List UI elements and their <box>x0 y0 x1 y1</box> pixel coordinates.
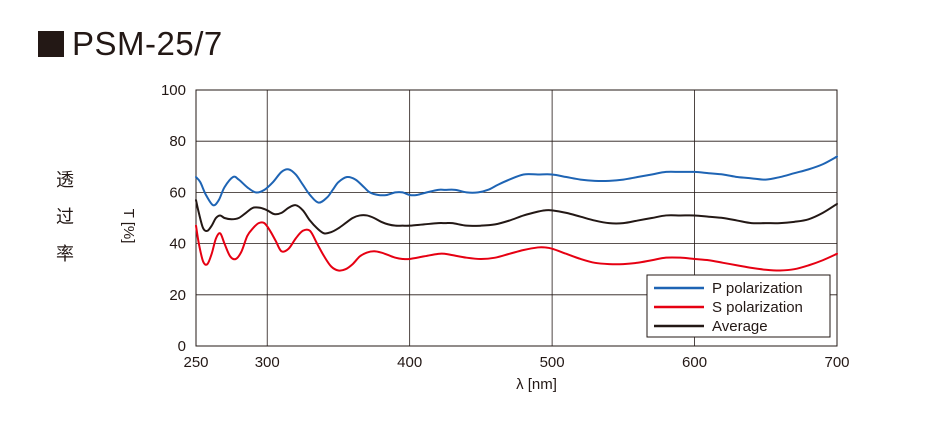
y-tick-label: 100 <box>161 82 186 99</box>
series-line-1 <box>195 221 838 272</box>
x-tick-label: 400 <box>397 354 422 371</box>
side-label: 透 过 率 <box>52 162 78 273</box>
x-axis-label: λ [nm] <box>516 376 557 393</box>
side-label-char: 透 <box>56 170 74 191</box>
series-group <box>195 155 838 272</box>
chart-title: PSM-25/7 <box>38 22 223 66</box>
x-tick-label: 700 <box>824 354 849 371</box>
legend: P polarization S polarization Average <box>646 274 831 338</box>
y-tick-label: 80 <box>169 133 186 150</box>
series-line-2 <box>195 199 838 235</box>
y-tick-label: 20 <box>169 287 186 304</box>
x-tick-label: 250 <box>183 354 208 371</box>
grid <box>196 90 837 346</box>
y-tick-label: 0 <box>178 338 186 355</box>
y-tick-label: 60 <box>169 184 186 201</box>
legend-label-p: P polarization <box>712 280 803 297</box>
title-square-icon <box>38 31 64 57</box>
legend-label-s: S polarization <box>712 299 803 316</box>
y-tick-label: 40 <box>169 236 186 253</box>
title-text: PSM-25/7 <box>72 25 223 62</box>
plot-frame <box>195 89 838 347</box>
y-axis-label: T [%] <box>120 209 137 244</box>
side-label-char: 率 <box>56 244 74 265</box>
tick-labels: 250 300 400 500 600 700 0 20 40 60 80 100 <box>161 82 850 371</box>
x-tick-label: 300 <box>255 354 280 371</box>
x-tick-label: 500 <box>540 354 565 371</box>
x-tick-label: 600 <box>682 354 707 371</box>
side-label-char: 过 <box>56 207 74 228</box>
series-line-0 <box>195 155 838 207</box>
legend-label-average: Average <box>712 318 768 335</box>
